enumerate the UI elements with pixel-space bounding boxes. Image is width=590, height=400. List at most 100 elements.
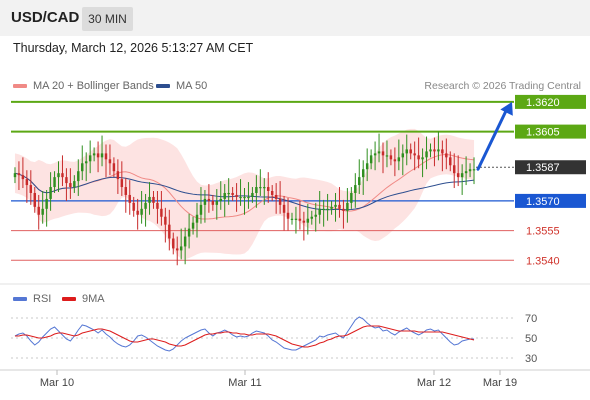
candle-body bbox=[77, 171, 80, 182]
candle-body bbox=[41, 208, 44, 215]
x-tick-label: Mar 11 bbox=[228, 377, 261, 389]
candle-body bbox=[84, 161, 88, 164]
candle-body bbox=[136, 210, 139, 215]
candle-body bbox=[425, 151, 428, 158]
candle-body bbox=[369, 155, 373, 164]
candle-body bbox=[338, 204, 341, 209]
candle-body bbox=[61, 173, 64, 178]
legend-ma20-label: MA 20 + Bollinger Bands bbox=[33, 80, 154, 92]
candle-body bbox=[441, 149, 444, 154]
current-price-label-bg bbox=[515, 160, 586, 175]
candle-body bbox=[298, 218, 302, 221]
candle-body bbox=[231, 192, 234, 195]
candle-body bbox=[361, 169, 365, 178]
candle-body bbox=[53, 177, 56, 188]
candle-body bbox=[270, 191, 274, 195]
timeframe-badge[interactable]: 30 MIN bbox=[82, 7, 133, 31]
candle-body bbox=[144, 202, 147, 209]
candle-body bbox=[322, 208, 325, 211]
candle-body bbox=[397, 157, 401, 162]
candle-body bbox=[116, 171, 120, 180]
rsi-tick-label: 70 bbox=[525, 313, 537, 325]
candle-body bbox=[456, 173, 460, 178]
candle-body bbox=[278, 198, 282, 205]
candle-body bbox=[286, 212, 290, 219]
candle-body bbox=[421, 157, 424, 160]
candle-body bbox=[112, 163, 116, 172]
legend-rsi-label: RSI bbox=[33, 293, 52, 305]
legend-rsi: RSI bbox=[13, 293, 51, 305]
candle-body bbox=[413, 153, 416, 156]
candle-body bbox=[25, 179, 29, 186]
candle-body bbox=[429, 149, 432, 152]
candle-body bbox=[433, 149, 436, 152]
candle-body bbox=[381, 151, 385, 156]
candle-body bbox=[175, 248, 179, 251]
rsi-ma-swatch bbox=[62, 297, 76, 302]
price-level-label: 1.3620 bbox=[526, 97, 560, 109]
candle-body bbox=[128, 194, 131, 203]
candle-body bbox=[211, 200, 215, 205]
candle-body bbox=[464, 171, 468, 174]
rsi-tick-label: 30 bbox=[525, 353, 537, 365]
legend-rsi-ma-label: 9MA bbox=[82, 293, 105, 305]
candle-body bbox=[183, 236, 187, 247]
candle-body bbox=[65, 177, 68, 184]
price-level-label: 1.3540 bbox=[526, 255, 560, 267]
current-price-label: 1.3587 bbox=[526, 162, 560, 174]
candle-body bbox=[389, 155, 393, 160]
candle-body bbox=[377, 151, 381, 154]
price-level-label-bg bbox=[515, 94, 586, 109]
candle-body bbox=[13, 173, 17, 178]
candle-body bbox=[132, 202, 135, 211]
candle-body bbox=[354, 185, 357, 193]
candle-body bbox=[453, 165, 456, 174]
candle-body bbox=[243, 196, 246, 199]
legend-ma50: MA 50 bbox=[156, 80, 207, 92]
candle-body bbox=[310, 216, 314, 219]
candle-body bbox=[124, 187, 128, 195]
rsi-tick-label: 50 bbox=[525, 333, 537, 345]
candle-body bbox=[172, 238, 175, 249]
rsi-swatch bbox=[13, 297, 27, 302]
candle-body bbox=[29, 185, 33, 193]
candle-body bbox=[259, 187, 262, 189]
x-tick-label: Mar 19 bbox=[483, 377, 517, 389]
candle-body bbox=[108, 159, 112, 164]
candle-body bbox=[393, 159, 397, 162]
candle-body bbox=[358, 177, 361, 186]
candle-body bbox=[346, 202, 349, 211]
candle-body bbox=[330, 206, 333, 209]
candle-body bbox=[318, 208, 321, 215]
candle-body bbox=[49, 187, 52, 199]
candle-body bbox=[215, 200, 219, 205]
candle-body bbox=[417, 155, 420, 160]
candle-body bbox=[207, 198, 211, 201]
price-level-label: 1.3605 bbox=[526, 127, 560, 139]
candle-body bbox=[57, 173, 60, 178]
legend-ma50-label: MA 50 bbox=[176, 80, 208, 92]
candle-body bbox=[290, 218, 294, 220]
candle-body bbox=[96, 153, 100, 158]
candle-body bbox=[223, 192, 226, 199]
candle-body bbox=[187, 228, 191, 237]
candle-body bbox=[164, 216, 167, 225]
candle-body bbox=[92, 153, 96, 156]
projection-arrow-shaft bbox=[476, 109, 508, 171]
projection-arrowhead bbox=[500, 101, 513, 116]
candle-body bbox=[460, 173, 464, 178]
candle-body bbox=[405, 149, 408, 154]
candle-body bbox=[21, 175, 25, 180]
candle-body bbox=[33, 192, 36, 207]
candle-body bbox=[255, 187, 258, 193]
candle-body bbox=[274, 194, 278, 199]
candle-body bbox=[437, 149, 440, 152]
candle-body bbox=[179, 246, 183, 251]
instrument-symbol: USD/CAD bbox=[11, 9, 80, 26]
candle-body bbox=[239, 196, 242, 199]
candle-body bbox=[120, 179, 124, 188]
candle-body bbox=[17, 173, 21, 176]
candle-body bbox=[156, 202, 159, 209]
candle-body bbox=[306, 218, 310, 223]
